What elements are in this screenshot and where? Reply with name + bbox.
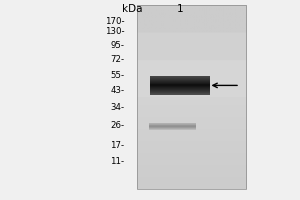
Text: 55-: 55- xyxy=(110,72,124,80)
Text: 1: 1 xyxy=(177,4,183,14)
Bar xyxy=(150,83,210,84)
Bar xyxy=(149,125,196,126)
Text: 17-: 17- xyxy=(110,142,124,150)
Bar xyxy=(149,129,196,130)
Bar xyxy=(150,82,210,83)
Bar xyxy=(150,94,210,95)
Bar xyxy=(150,83,210,84)
Text: 130-: 130- xyxy=(105,26,124,36)
Bar xyxy=(149,124,196,125)
Text: 95-: 95- xyxy=(110,40,124,49)
Text: 34-: 34- xyxy=(110,102,124,112)
Bar xyxy=(150,91,210,92)
Text: kDa: kDa xyxy=(122,4,142,14)
Bar xyxy=(149,127,196,128)
Bar xyxy=(149,128,196,129)
Bar xyxy=(149,126,196,127)
Bar xyxy=(150,76,210,77)
Text: 72-: 72- xyxy=(110,54,124,64)
Text: 170-: 170- xyxy=(105,17,124,25)
Bar xyxy=(150,86,210,87)
Text: 43-: 43- xyxy=(110,86,124,95)
Bar xyxy=(150,87,210,88)
Bar xyxy=(150,84,210,85)
Bar xyxy=(150,93,210,94)
Bar xyxy=(150,92,210,93)
Bar xyxy=(150,90,210,91)
Bar xyxy=(150,77,210,78)
Bar xyxy=(150,78,210,79)
Text: 11-: 11- xyxy=(110,158,124,166)
Bar xyxy=(149,123,196,124)
Bar xyxy=(150,88,210,89)
Bar xyxy=(150,85,210,86)
Bar xyxy=(150,81,210,82)
Bar xyxy=(150,80,210,81)
Bar xyxy=(136,5,246,189)
Bar xyxy=(150,89,210,90)
Bar xyxy=(150,79,210,80)
Text: 26-: 26- xyxy=(110,120,124,130)
